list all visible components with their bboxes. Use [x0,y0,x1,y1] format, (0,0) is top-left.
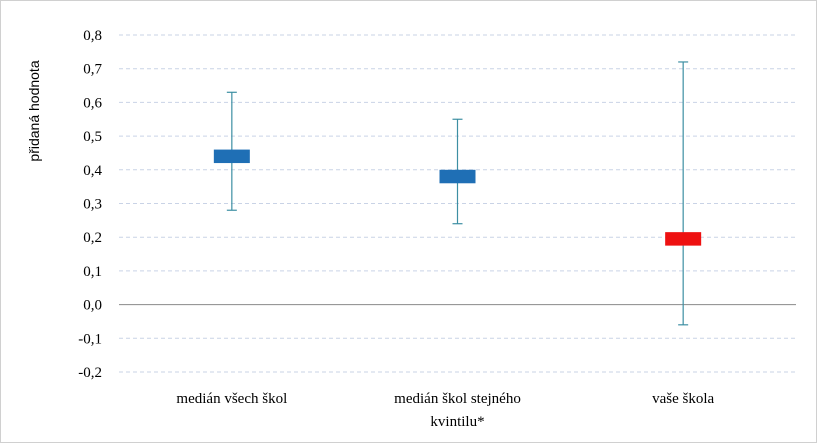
y-tick-label: 0,3 [83,197,102,213]
box-2 [439,169,476,184]
category-label: kvintilu* [430,414,484,430]
y-tick-labels: -0,2 -0,1 0,0 0,1 0,2 0,3 0,4 0,5 0,6 0,7 0,8 [78,28,102,381]
y-tick-label: 0,0 [83,298,102,314]
category-label: medián škol stejného [394,391,521,407]
category-label: medián všech škol [176,391,287,407]
y-tick-label: 0,7 [83,62,102,78]
y-tick-label: 0,1 [83,264,102,280]
y-tick-label: 0,5 [83,129,102,145]
y-tick-label: -0,1 [78,331,102,347]
chart-marks [213,61,702,326]
box-1 [213,149,250,164]
y-tick-label: 0,8 [83,28,102,44]
category-label: vaše škola [652,391,714,407]
y-tick-label: 0,2 [83,230,102,246]
y-tick-label: 0,4 [83,163,102,179]
y-tick-label: 0,6 [83,95,102,111]
y-axis-title: přidaná hodnota [26,60,42,161]
category-labels: medián všech škol medián škol stejného kvi… [176,391,714,430]
box-3 [665,232,702,246]
y-tick-label: -0,2 [78,365,102,381]
